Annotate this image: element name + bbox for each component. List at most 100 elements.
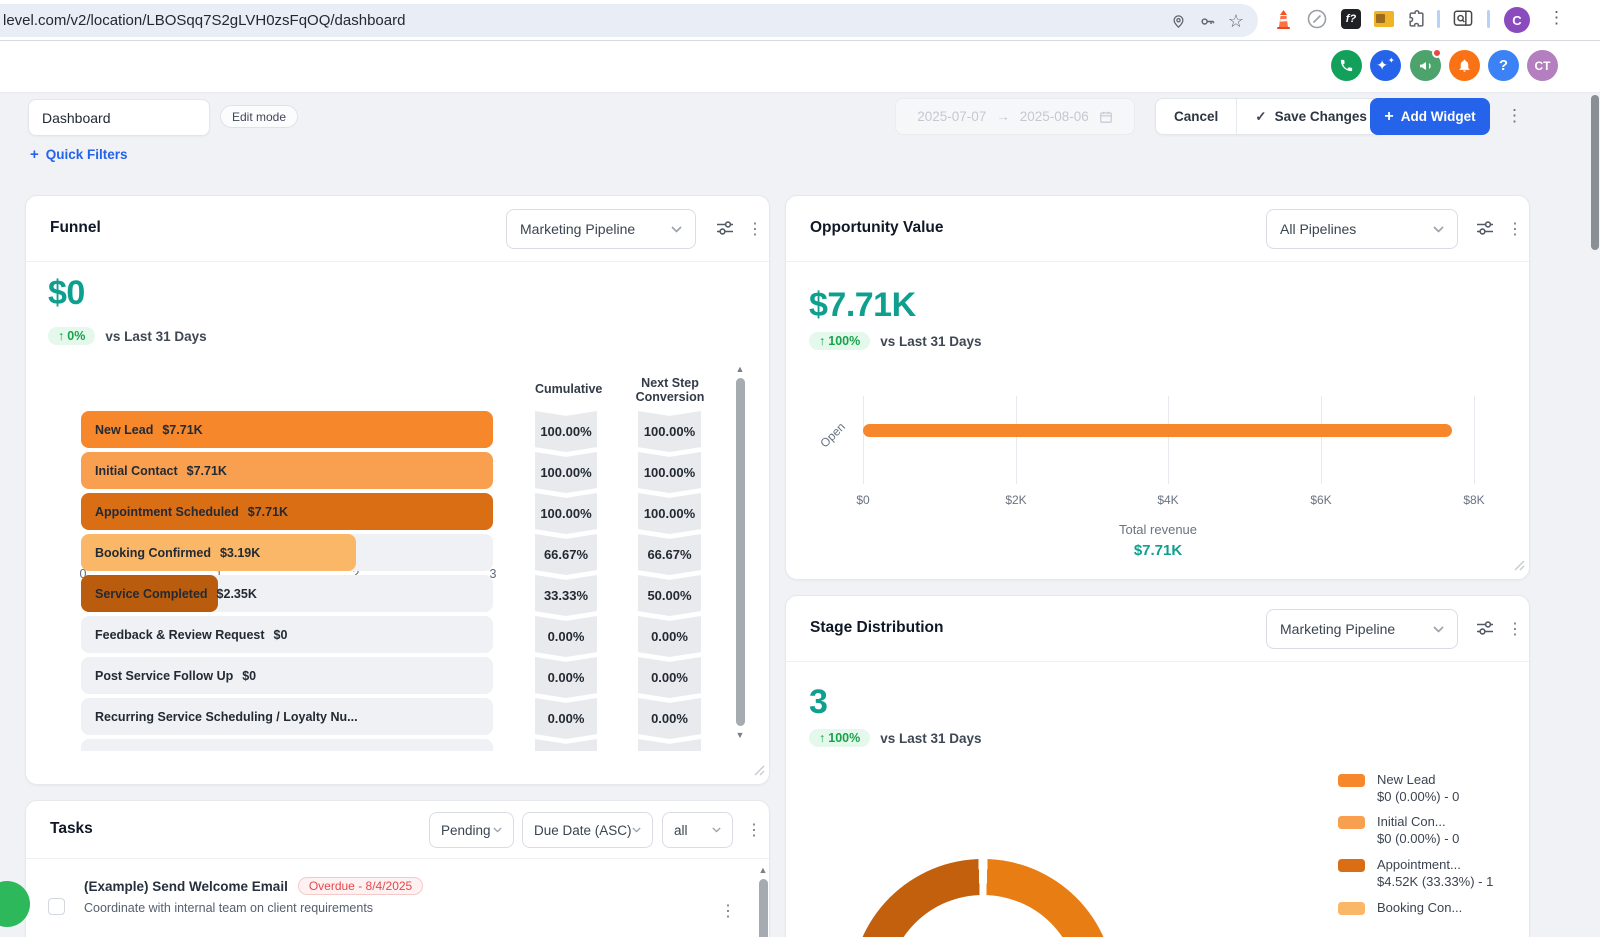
funnel-row: Post Service Follow Up $0 (81, 657, 493, 694)
task-title[interactable]: (Example) Send Welcome Email (84, 878, 288, 894)
stage-filter-icon[interactable] (1477, 621, 1494, 640)
task-checkbox[interactable] (48, 898, 65, 915)
donut-hole (887, 895, 1079, 937)
funnel-track (81, 739, 493, 751)
chevron-down-icon (1433, 225, 1444, 233)
lighthouse-extension-icon[interactable] (1272, 8, 1294, 30)
dashboard-selector[interactable]: Dashboard (28, 99, 210, 136)
total-revenue-label: Total revenue (1118, 522, 1198, 537)
url-text[interactable]: level.com/v2/location/LBOSqq7S2gLVH0zsFq… (3, 12, 406, 29)
scroll-up-icon[interactable]: ▲ (758, 865, 768, 875)
announcements-megaphone-button[interactable] (1410, 48, 1442, 81)
gridline (1321, 396, 1322, 484)
address-bar[interactable]: level.com/v2/location/LBOSqq7S2gLVH0zsFq… (0, 4, 1258, 37)
side-panel-search-icon[interactable] (1452, 8, 1474, 30)
cancel-button[interactable]: Cancel (1174, 109, 1219, 124)
add-widget-button[interactable]: + Add Widget (1370, 98, 1490, 135)
legend-swatch (1338, 902, 1365, 915)
scroll-thumb[interactable] (758, 879, 768, 937)
opportunity-filter-icon[interactable] (1477, 221, 1494, 240)
edit-actions-group: Cancel ✓ Save Changes (1155, 98, 1386, 135)
stage-delta-badge: ↑ 100% (809, 729, 871, 747)
cumulative-cell: 66.67% (535, 534, 597, 575)
next-step-cell: 100.00% (638, 493, 701, 534)
scroll-up-icon[interactable]: ▲ (735, 364, 745, 374)
next-step-column-header: Next Step Conversion (635, 376, 705, 405)
funnel-rows: New Lead $7.71K Initial Contact $7.71K App… (81, 411, 493, 751)
bookmark-star-icon[interactable]: ☆ (1227, 10, 1245, 31)
funnel-row: Service Completed $2.35K (81, 575, 493, 612)
location-pin-icon[interactable] (1168, 11, 1188, 31)
resize-handle-icon[interactable] (1513, 559, 1525, 571)
funnel-metric: $0 (48, 274, 85, 312)
notifications-bell-button[interactable] (1449, 50, 1480, 81)
funnel-row: Initial Contact $7.71K (81, 452, 493, 489)
tasks-scrollbar[interactable]: ▲ (757, 865, 769, 937)
help-button[interactable]: ? (1488, 50, 1519, 81)
opportunity-delta-badge: ↑ 100% (809, 332, 871, 350)
browser-profile-avatar[interactable]: C (1504, 7, 1530, 33)
opportunity-metric: $7.71K (809, 286, 916, 324)
page-scrollbar-thumb[interactable] (1591, 95, 1599, 250)
resize-handle-icon[interactable] (753, 764, 765, 776)
next-step-cell: 50.00% (638, 575, 701, 616)
next-step-cell: 0.00% (638, 616, 701, 657)
funnel-bar (81, 411, 493, 448)
chevron-down-icon (1433, 625, 1444, 633)
funnel-stage-label: Recurring Service Scheduling / Loyalty N… (95, 709, 358, 724)
dashboard-options-kebab-icon[interactable]: ⋮ (1506, 106, 1523, 125)
funnel-axis-tick: 2 (352, 567, 360, 581)
x-axis-tick: $0 (856, 493, 870, 507)
funnel-bar (81, 575, 219, 612)
opportunity-kebab-icon[interactable]: ⋮ (1507, 221, 1523, 238)
tasks-status-select[interactable]: Pending (429, 812, 514, 848)
date-range-picker[interactable]: 2025-07-07 → 2025-08-06 (895, 98, 1135, 135)
scroll-thumb[interactable] (735, 378, 745, 726)
x-axis-tick: $2K (1005, 493, 1027, 507)
tasks-header: Tasks Pending Due Date (ASC) all ⋮ (26, 801, 769, 859)
save-changes-button[interactable]: ✓ Save Changes (1255, 108, 1367, 125)
check-icon: ✓ (1255, 108, 1267, 124)
tasks-sort-select[interactable]: Due Date (ASC) (522, 812, 653, 848)
scroll-down-icon[interactable]: ▼ (735, 730, 745, 740)
opportunity-value-widget: Opportunity Value All Pipelines ⋮ $7.71K… (785, 195, 1530, 580)
browser-chrome: level.com/v2/location/LBOSqq7S2gLVH0zsFq… (0, 0, 1600, 41)
ai-sparkles-button[interactable]: ✦ ✦ (1370, 50, 1401, 81)
password-key-icon[interactable] (1197, 11, 1217, 31)
funnel-stage-label: Service Completed $2.35K (95, 586, 257, 601)
chevron-down-icon (493, 827, 502, 833)
tasks-kebab-icon[interactable]: ⋮ (746, 822, 762, 839)
user-avatar[interactable]: CT (1527, 50, 1558, 81)
date-end[interactable]: 2025-08-06 (1019, 109, 1089, 124)
task-kebab-icon[interactable]: ⋮ (720, 903, 736, 920)
browser-menu-kebab-icon[interactable]: ⋮ (1548, 8, 1565, 27)
stage-kebab-icon[interactable]: ⋮ (1507, 621, 1523, 638)
cumulative-column: 100.00% 100.00% 100.00% 66.67% 33.33% 0.… (535, 411, 597, 751)
pencil-extension-icon[interactable] (1306, 8, 1328, 30)
date-start[interactable]: 2025-07-07 (917, 109, 987, 124)
funnel-pipeline-select[interactable]: Marketing Pipeline (506, 209, 696, 249)
stage-delta-caption: vs Last 31 Days (880, 730, 982, 746)
funnel-scrollbar[interactable]: ▲ ▼ (734, 364, 746, 754)
total-revenue-value: $7.71K (1133, 542, 1183, 559)
funnel-axis-tick: 0 (79, 567, 87, 581)
stage-distribution-widget: Stage Distribution Marketing Pipeline ⋮ … (785, 595, 1530, 937)
arrow-up-icon: ↑ (58, 329, 65, 343)
chevron-down-icon (632, 827, 641, 833)
folder-extension-icon[interactable] (1373, 8, 1395, 30)
phone-button[interactable] (1331, 50, 1362, 81)
quick-filters-link[interactable]: + Quick Filters (30, 146, 128, 163)
funnel-kebab-icon[interactable]: ⋮ (747, 221, 763, 238)
next-step-cell-partial (638, 739, 701, 751)
extensions-puzzle-icon[interactable] (1405, 8, 1427, 30)
fq-extension-icon[interactable]: f? (1340, 8, 1362, 30)
funnel-filter-icon[interactable] (717, 221, 734, 240)
cumulative-cell: 0.00% (535, 657, 597, 698)
stage-pipeline-select[interactable]: Marketing Pipeline (1266, 609, 1458, 649)
task-overdue-badge: Overdue - 8/4/2025 (297, 877, 424, 895)
opportunity-pipeline-select[interactable]: All Pipelines (1266, 209, 1458, 249)
tasks-scope-select[interactable]: all (662, 812, 733, 848)
opp-bar (863, 424, 1452, 437)
cumulative-column-header: Cumulative (535, 382, 603, 396)
funnel-stage-label: Booking Confirmed $3.19K (95, 545, 261, 560)
